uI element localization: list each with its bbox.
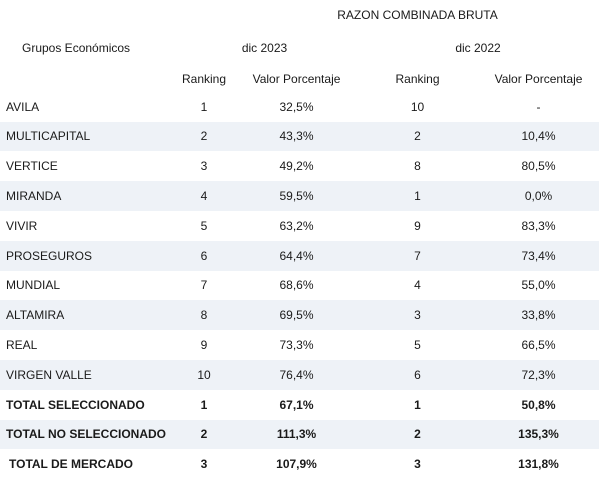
value-2022-cell: 66,5% <box>521 338 556 353</box>
group-name-cell: REAL <box>6 338 38 353</box>
rank-2022-cell: 8 <box>414 159 421 174</box>
table-row: REAL 9 73,3% 5 66,5% <box>0 330 599 360</box>
total-row: TOTAL SELECCIONADO 1 67,1% 1 50,8% <box>0 390 599 420</box>
rank-2022-cell: 4 <box>414 278 421 293</box>
rank-2023-cell: 1 <box>200 99 208 114</box>
rank-2023-cell: 2 <box>172 419 236 450</box>
table-title: RAZON COMBINADA BRUTA <box>337 7 498 22</box>
rank-2022-cell: 1 <box>357 181 478 211</box>
value-2023-cell: 73,3% <box>279 338 314 353</box>
value-2023-cell: 64,4% <box>236 240 357 271</box>
rank-2022-cell: 10 <box>410 99 425 114</box>
group-name-cell: TOTAL DE MERCADO <box>9 457 134 472</box>
value-2022-cell: 0,0% <box>478 181 599 211</box>
group-name-cell: MUNDIAL <box>6 278 61 293</box>
rank-2023-cell: 6 <box>172 240 236 271</box>
data-rows: AVILA 1 32,5% 10- MULTICAPITAL 2 43,3% 2 10,4% VE… <box>0 92 599 390</box>
rank-2022-cell: 1 <box>414 397 421 412</box>
value-2022-cell: 50,8% <box>521 397 556 412</box>
value-2022-cell: 55,0% <box>521 278 556 293</box>
value-2022-cell: 72,3% <box>478 359 599 390</box>
rank-2023-cell: 10 <box>172 359 236 390</box>
empty-cell <box>0 0 172 30</box>
group-name-cell: VIRGEN VALLE <box>0 359 172 390</box>
rank-2022-cell: 7 <box>357 240 478 271</box>
rank-2022-cell: 5 <box>414 338 421 353</box>
rank-2023-cell: 1 <box>200 397 208 412</box>
table-row: PROSEGUROS 6 64,4% 7 73,4% <box>0 240 599 271</box>
table-row: MIRANDA 4 59,5% 1 0,0% <box>0 181 599 211</box>
value-2023-cell: 111,3% <box>236 419 357 450</box>
group-label: Grupos Económicos <box>22 40 131 55</box>
group-name-cell: TOTAL SELECCIONADO <box>6 397 145 412</box>
value-2023-cell: 59,5% <box>236 181 357 211</box>
rank-2023-cell: 7 <box>200 278 208 293</box>
empty-cell <box>0 66 172 92</box>
rank-2022-cell: 2 <box>357 419 478 450</box>
table-row: VIRGEN VALLE 10 76,4% 6 72,3% <box>0 359 599 390</box>
rank-2023-cell: 2 <box>172 121 236 152</box>
rank-2023-cell: 3 <box>200 159 208 174</box>
table-row: MULTICAPITAL 2 43,3% 2 10,4% <box>0 121 599 152</box>
value-2023-cell: 32,5% <box>279 99 314 114</box>
group-name-cell: VERTICE <box>6 159 58 174</box>
table-row: ALTAMIRA 8 69,5% 3 33,8% <box>0 300 599 331</box>
total-row: TOTAL NO SELECCIONADO 2 111,3% 2 135,3% <box>0 419 599 450</box>
group-name-cell: MULTICAPITAL <box>0 121 172 152</box>
col-ranking-2022: Ranking <box>395 71 440 86</box>
value-2023-cell: 69,5% <box>236 300 357 331</box>
title-row: RAZON COMBINADA BRUTA <box>0 0 599 30</box>
group-name-cell: PROSEGUROS <box>0 240 172 271</box>
period-2023-label: dic 2023 <box>241 40 288 55</box>
value-2023-cell: 67,1% <box>279 397 314 412</box>
empty-cell <box>172 0 236 30</box>
value-2022-cell: 33,8% <box>478 300 599 331</box>
total-rows: TOTAL SELECCIONADO 1 67,1% 1 50,8% TOTAL NO S… <box>0 390 599 479</box>
value-2023-cell: 76,4% <box>236 359 357 390</box>
value-2022-cell: 83,3% <box>521 218 556 233</box>
total-row: TOTAL DE MERCADO 3 107,9% 3 131,8% <box>0 449 599 479</box>
value-2023-cell: 49,2% <box>279 159 314 174</box>
value-2022-cell: 135,3% <box>478 419 599 450</box>
group-name-cell: MIRANDA <box>0 181 172 211</box>
value-2022-cell: 80,5% <box>521 159 556 174</box>
rank-2023-cell: 5 <box>200 218 208 233</box>
table-row: VERTICE 3 49,2% 8 80,5% <box>0 151 599 181</box>
rank-2023-cell: 4 <box>172 181 236 211</box>
table-row: MUNDIAL 7 68,6% 4 55,0% <box>0 271 599 301</box>
table-row: VIVIR 5 63,2% 9 83,3% <box>0 211 599 241</box>
rank-2023-cell: 3 <box>200 457 208 472</box>
col-value-2022: Valor Porcentaje <box>494 71 583 86</box>
table-row: AVILA 1 32,5% 10 - <box>0 92 599 122</box>
period-row: Grupos Económicos dic 2023 dic 2022 <box>0 30 599 66</box>
period-2022-label: dic 2022 <box>455 40 501 55</box>
rank-2023-cell: 8 <box>172 300 236 331</box>
rank-2022-cell: 9 <box>414 218 421 233</box>
group-name-cell: ALTAMIRA <box>0 300 172 331</box>
value-2022-cell: 73,4% <box>478 240 599 271</box>
value-2023-cell: 63,2% <box>279 218 314 233</box>
value-2023-cell: 43,3% <box>236 121 357 152</box>
rank-2022-cell: 3 <box>357 300 478 331</box>
value-2022-cell: 131,8% <box>518 457 559 472</box>
value-2022-cell: - <box>536 99 541 114</box>
group-name-cell: TOTAL NO SELECCIONADO <box>0 419 172 450</box>
column-header-row: Ranking Valor Porcentaje Ranking Valor P… <box>0 66 599 92</box>
rank-2022-cell: 3 <box>414 457 421 472</box>
group-name-cell: AVILA <box>6 99 40 114</box>
value-2023-cell: 107,9% <box>276 457 317 472</box>
rank-2022-cell: 2 <box>357 121 478 152</box>
rank-2023-cell: 9 <box>200 338 208 353</box>
value-2022-cell: 10,4% <box>478 121 599 152</box>
col-ranking-2023: Ranking <box>181 71 227 86</box>
col-value-2023: Valor Porcentaje <box>252 71 341 86</box>
group-name-cell: VIVIR <box>6 218 38 233</box>
value-2023-cell: 68,6% <box>279 278 314 293</box>
rank-2022-cell: 6 <box>357 359 478 390</box>
